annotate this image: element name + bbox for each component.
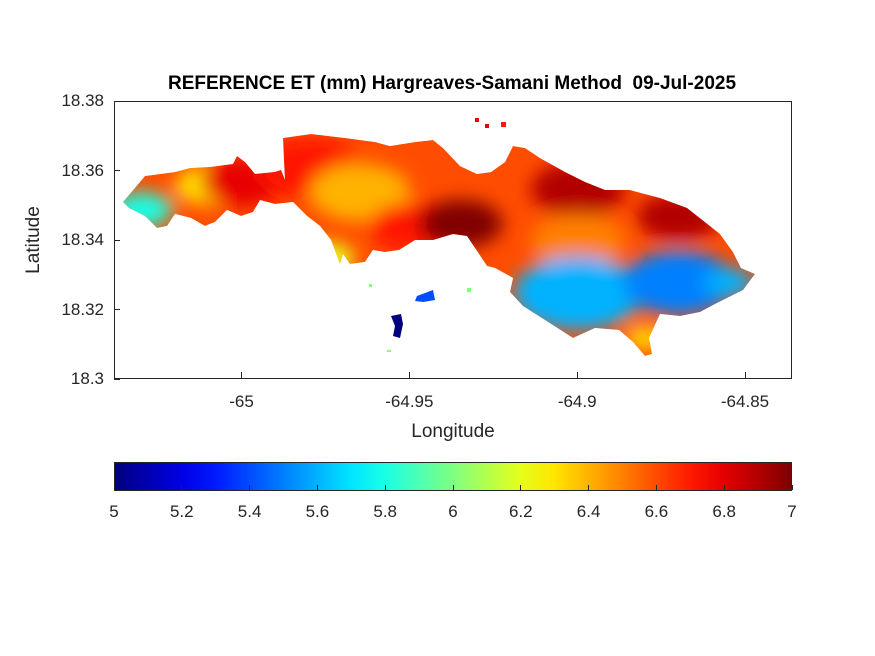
colorbar-tick-mark — [316, 485, 318, 490]
coastal-speck — [369, 284, 372, 287]
y-tick-label: 18.38 — [61, 91, 104, 110]
y-tick-label: 18.32 — [61, 299, 104, 319]
region-east-southeast — [622, 250, 735, 315]
x-tick-label: -64.85 — [720, 392, 770, 411]
chart-title: REFERENCE ET (mm) Hargreaves-Samani Meth… — [167, 73, 737, 94]
colorbar-tick-label: 6.6 — [644, 502, 669, 521]
x-tick-label: -64.9 — [557, 392, 597, 411]
x-tick-label: -64.95 — [385, 392, 434, 411]
y-tick-mark — [114, 170, 120, 171]
region-east-south — [513, 256, 643, 330]
coastal-speck — [475, 118, 479, 122]
region-islet-south — [391, 314, 403, 338]
colorbar-tick-label: 5.4 — [237, 502, 262, 521]
colorbar-tick-label: 6.4 — [576, 502, 601, 521]
colorbar-tick-mark — [384, 485, 386, 490]
y-tick-label: 18.36 — [61, 160, 104, 180]
colorbar-tick-label: 6.8 — [712, 502, 737, 521]
coastal-speck — [467, 288, 471, 292]
region-southwest-coast — [298, 242, 355, 275]
x-tick-mark — [241, 372, 243, 378]
colorbar-tick-label: 5.2 — [169, 502, 194, 521]
coastal-speck — [501, 122, 506, 127]
colorbar-tick-mark — [791, 485, 793, 490]
colorbar-tick-label: 6.2 — [508, 502, 533, 521]
colorbar-tick-label: 7 — [787, 502, 797, 521]
colorbar-tick-mark — [181, 485, 183, 490]
colorbar-tick-mark — [520, 485, 522, 490]
x-tick-mark — [744, 372, 746, 378]
colorbar-tick-label: 5.8 — [373, 502, 398, 521]
y-tick-mark — [114, 378, 120, 380]
y-tick-mark — [114, 239, 120, 241]
x-tick-mark — [576, 372, 578, 378]
region-east-center — [530, 213, 626, 269]
colorbar-tick-label: 6 — [448, 502, 458, 521]
region-southeast-point — [625, 327, 665, 350]
colorbar-tick-label: 5 — [109, 502, 119, 521]
colorbar-tick-mark — [723, 485, 725, 490]
y-axis-title: Latitude — [23, 206, 44, 274]
region-central — [309, 163, 411, 222]
x-tick-mark — [408, 372, 410, 378]
coastal-speck — [387, 350, 391, 352]
region-islet-cay — [415, 290, 435, 302]
coastal-speck — [485, 124, 489, 128]
colorbar-tick-mark — [452, 485, 454, 490]
region-east-northeast — [636, 192, 721, 241]
colorbar-tick-mark — [655, 485, 657, 490]
y-tick-mark — [114, 100, 120, 102]
colorbar — [114, 462, 792, 491]
colorbar-tick-label: 5.6 — [305, 502, 330, 521]
y-tick-label: 18.3 — [70, 369, 104, 388]
x-axis-title: Longitude — [411, 421, 495, 442]
region-east-tip — [704, 268, 755, 298]
island-field — [123, 134, 755, 356]
region-east-north — [530, 161, 626, 217]
region-central-east — [418, 199, 503, 248]
colorbar-tick-mark — [249, 485, 251, 490]
colorbar-tick-mark — [113, 485, 115, 490]
y-tick-mark — [114, 309, 120, 310]
colorbar-tick-mark — [588, 485, 590, 490]
y-tick-label: 18.34 — [61, 230, 104, 249]
x-tick-label: -65 — [229, 392, 254, 411]
heatmap-svg — [123, 118, 755, 356]
map-plot-area[interactable] — [114, 101, 792, 379]
